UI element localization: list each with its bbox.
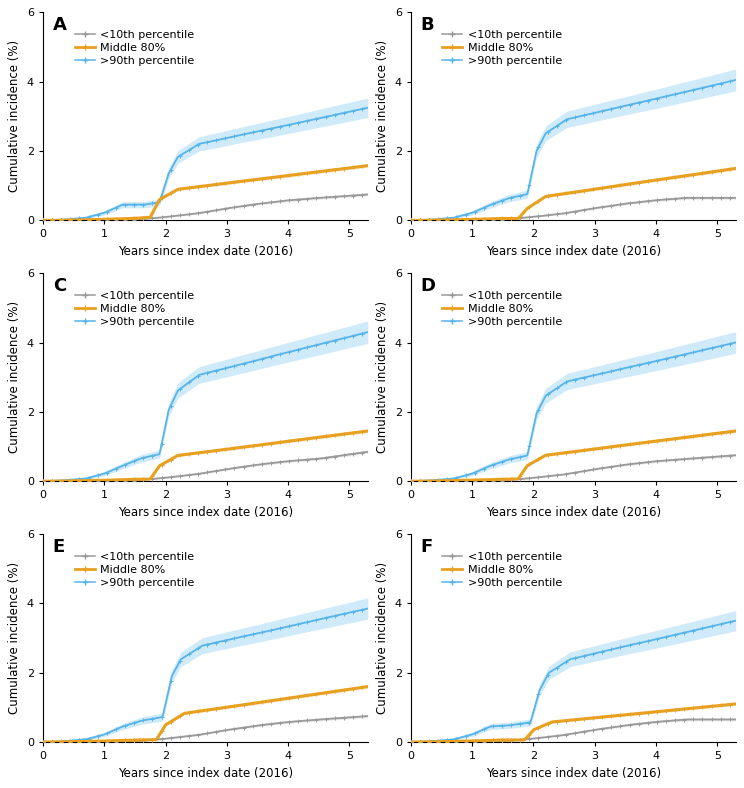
Text: A: A [53,17,67,35]
Text: F: F [420,538,433,556]
Y-axis label: Cumulative incidence (%): Cumulative incidence (%) [376,301,389,453]
Legend: <10th percentile, Middle 80%, >90th percentile: <10th percentile, Middle 80%, >90th perc… [70,287,199,331]
X-axis label: Years since index date (2016): Years since index date (2016) [486,767,661,779]
Y-axis label: Cumulative incidence (%): Cumulative incidence (%) [8,562,22,714]
Y-axis label: Cumulative incidence (%): Cumulative incidence (%) [376,562,389,714]
Y-axis label: Cumulative incidence (%): Cumulative incidence (%) [8,301,22,453]
Text: B: B [420,17,434,35]
Text: D: D [420,277,436,296]
X-axis label: Years since index date (2016): Years since index date (2016) [486,506,661,519]
X-axis label: Years since index date (2016): Years since index date (2016) [486,245,661,258]
X-axis label: Years since index date (2016): Years since index date (2016) [118,506,293,519]
X-axis label: Years since index date (2016): Years since index date (2016) [118,767,293,779]
Legend: <10th percentile, Middle 80%, >90th percentile: <10th percentile, Middle 80%, >90th perc… [438,26,567,70]
Legend: <10th percentile, Middle 80%, >90th percentile: <10th percentile, Middle 80%, >90th perc… [438,287,567,331]
Legend: <10th percentile, Middle 80%, >90th percentile: <10th percentile, Middle 80%, >90th perc… [70,548,199,592]
Text: E: E [53,538,65,556]
Y-axis label: Cumulative incidence (%): Cumulative incidence (%) [8,40,22,192]
X-axis label: Years since index date (2016): Years since index date (2016) [118,245,293,258]
Legend: <10th percentile, Middle 80%, >90th percentile: <10th percentile, Middle 80%, >90th perc… [70,26,199,70]
Legend: <10th percentile, Middle 80%, >90th percentile: <10th percentile, Middle 80%, >90th perc… [438,548,567,592]
Y-axis label: Cumulative incidence (%): Cumulative incidence (%) [376,40,389,192]
Text: C: C [53,277,66,296]
